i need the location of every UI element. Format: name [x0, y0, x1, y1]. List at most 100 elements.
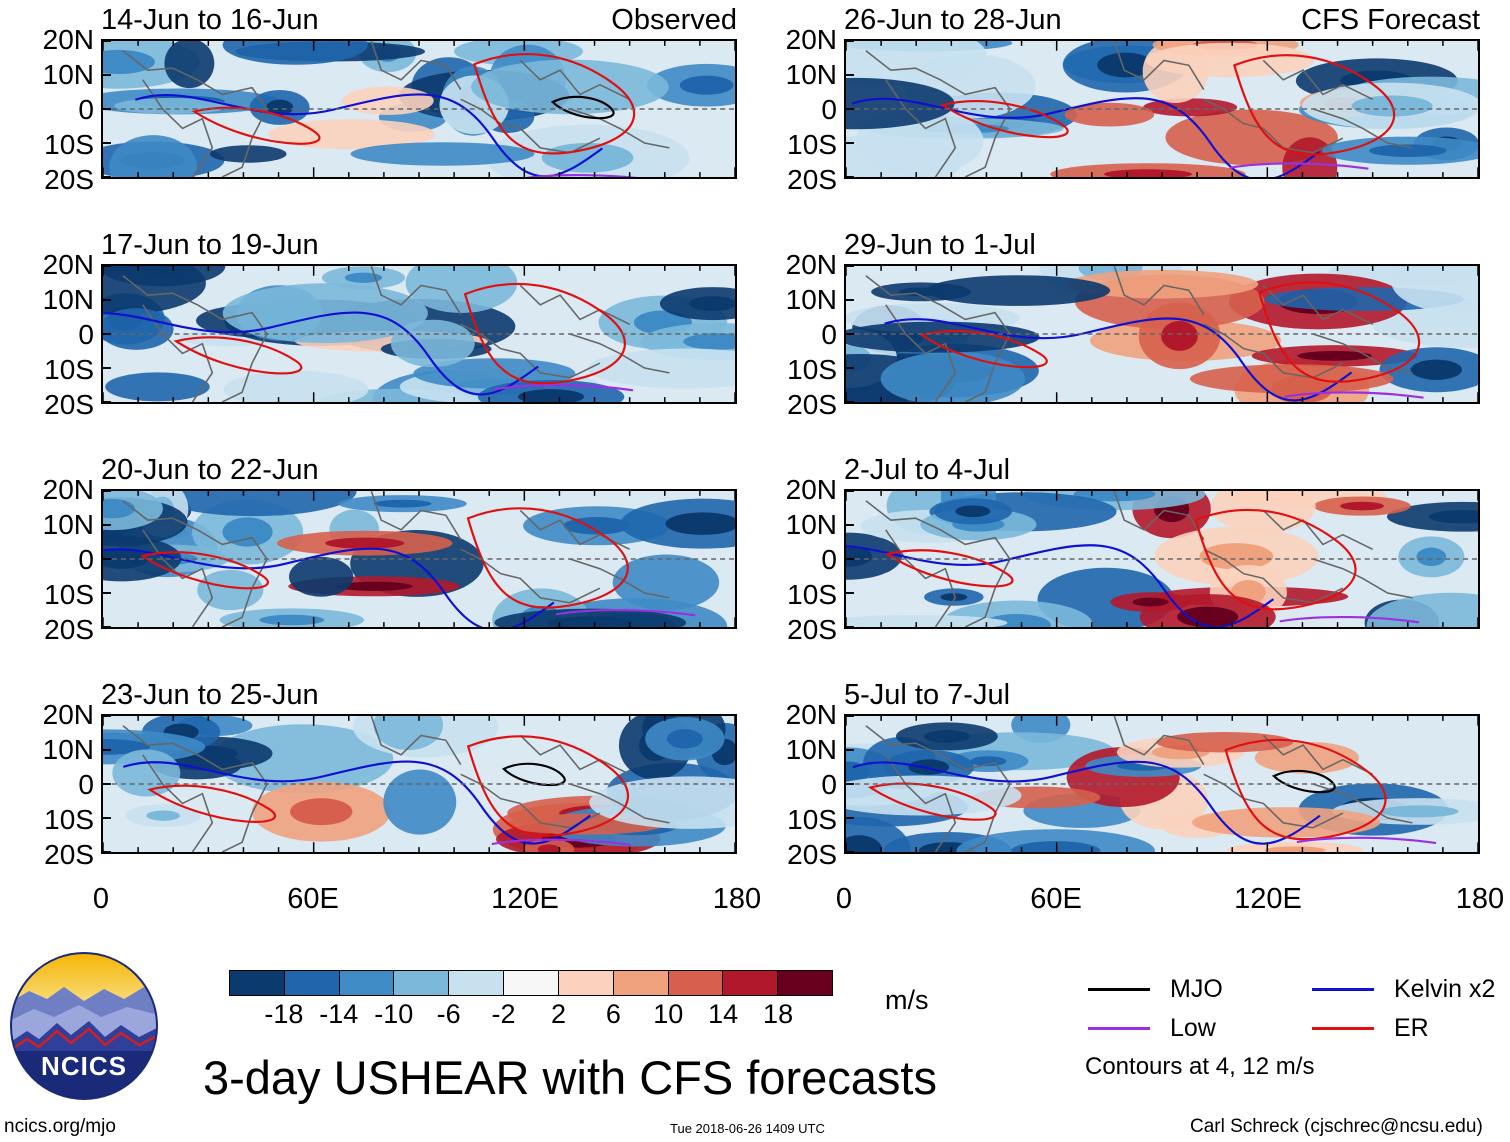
heatmap: [103, 41, 735, 177]
coastline: [1113, 41, 1205, 90]
wave-contour: [502, 762, 566, 787]
panel-title: 23-Jun to 25-Jun: [101, 679, 319, 711]
coastline: [142, 79, 214, 177]
coastline: [885, 754, 957, 852]
legend-line-er: [1312, 1027, 1374, 1030]
coastline: [370, 266, 462, 315]
colorbar-level-label: 2: [550, 999, 566, 1029]
colorbar-level-label: 14: [708, 999, 739, 1029]
coastline: [370, 491, 462, 540]
y-tick-label: 10N: [785, 59, 837, 90]
heatmap: [846, 716, 1478, 852]
heatmap: [846, 41, 1478, 177]
colorbar-level-label: 10: [653, 999, 684, 1029]
panel-title: 2-Jul to 4-Jul: [844, 454, 1011, 486]
coastline: [1113, 266, 1205, 315]
shear-blob: [211, 724, 394, 794]
colorbar-swatch: [230, 971, 285, 995]
heatmap: [846, 266, 1478, 402]
wave-contour: [122, 760, 591, 845]
shear-blob: [222, 41, 368, 65]
wave-contour: [173, 336, 303, 375]
wave-contour: [191, 106, 321, 145]
colorbar-swatch: [668, 971, 724, 995]
y-tick-label: 10S: [787, 354, 837, 385]
y-tick-label: 10S: [44, 129, 94, 160]
heatmap: [103, 491, 735, 627]
wave-contour: [1229, 162, 1369, 170]
wave-contour: [473, 53, 636, 155]
shear-blob-core: [1177, 606, 1239, 627]
shear-blob: [589, 776, 735, 829]
coastline: [142, 304, 214, 402]
coastline: [569, 108, 670, 149]
y-tick-label: 0: [821, 769, 837, 800]
wave-contour: [491, 838, 632, 847]
colorbar-swatch: [778, 971, 832, 995]
heatmap: [103, 266, 735, 402]
panel-source-label: CFS Forecast: [1301, 4, 1480, 36]
coastline: [865, 725, 1011, 852]
shear-blob-core: [259, 614, 325, 626]
coastline: [569, 333, 670, 374]
map-panel: [844, 489, 1480, 629]
colorbar-level-label: -2: [491, 999, 516, 1029]
panel-title: 17-Jun to 19-Jun: [101, 229, 319, 261]
coastline: [1262, 734, 1374, 775]
shear-blob-core: [335, 581, 413, 591]
shear-blob: [956, 829, 1155, 852]
coastline: [1262, 59, 1374, 100]
ncics-logo: NCICS: [9, 951, 159, 1101]
wave-contour: [103, 311, 539, 396]
x-tick-label: 0: [92, 883, 110, 915]
shear-blob-core: [1264, 846, 1326, 852]
coastline: [865, 500, 1011, 627]
shear-blob: [926, 275, 1111, 306]
heatmap: [103, 716, 735, 852]
footer-website[interactable]: ncics.org/mjo: [4, 1116, 116, 1137]
y-tick-label: 0: [78, 94, 94, 125]
shear-blob: [471, 59, 669, 115]
y-tick-label: 20S: [44, 389, 94, 420]
shear-blob-core: [146, 810, 181, 821]
shear-blob: [197, 569, 264, 611]
y-tick-label: 0: [78, 769, 94, 800]
wave-contour: [550, 95, 615, 120]
coastline: [1312, 558, 1413, 599]
y-tick-label: 10N: [42, 59, 94, 90]
shear-blob: [1189, 364, 1394, 394]
coastline: [569, 783, 670, 824]
shear-blob: [109, 135, 198, 177]
shear-blob-core: [955, 505, 991, 518]
shear-blob-core: [547, 616, 634, 627]
y-tick-label: 0: [78, 319, 94, 350]
chart-title: 3-day USHEAR with CFS forecasts: [203, 1051, 937, 1104]
shear-blob-core: [970, 756, 1007, 767]
panel-title: 20-Jun to 22-Jun: [101, 454, 319, 486]
legend-label: ER: [1394, 1014, 1429, 1042]
wave-contour: [1279, 615, 1420, 624]
y-tick-label: 10N: [42, 284, 94, 315]
y-tick-label: 0: [821, 544, 837, 575]
wave-contour: [884, 317, 1353, 402]
wave-contour: [466, 735, 629, 837]
contour-note: Contours at 4, 12 m/s: [1085, 1053, 1315, 1080]
shear-blob-core: [1297, 351, 1372, 361]
shear-blob-core: [940, 593, 968, 601]
shear-blob-core: [133, 266, 191, 276]
x-tick-label: 60E: [1030, 883, 1082, 915]
shear-blob-core: [683, 333, 735, 350]
x-tick-label: 180: [712, 883, 762, 915]
y-tick-label: 20N: [785, 249, 837, 280]
shear-blob: [846, 321, 1040, 353]
legend-line-low: [1088, 1027, 1150, 1030]
y-tick-label: 20N: [785, 474, 837, 505]
wave-contour: [1284, 391, 1424, 399]
legend-label: Kelvin x2: [1394, 975, 1496, 1003]
coastline: [519, 734, 631, 775]
coastline: [142, 754, 214, 852]
colorbar-swatch: [449, 971, 505, 995]
wave-contour: [526, 174, 638, 177]
shear-blob-core: [1429, 510, 1478, 524]
shear-blob: [1064, 102, 1155, 127]
